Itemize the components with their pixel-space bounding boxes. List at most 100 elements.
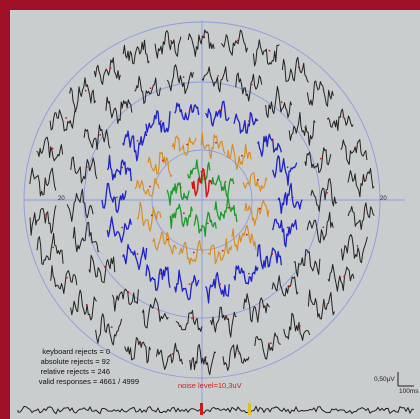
trace-ring-3 <box>145 264 171 291</box>
trace-peak-marker <box>188 109 191 112</box>
trace-peak-marker <box>121 107 123 109</box>
trace-ring-4 <box>83 124 111 151</box>
trace-ring-2 <box>207 237 233 265</box>
ring-label-right: 20 <box>380 196 387 202</box>
trace-peak-marker <box>203 36 206 39</box>
trace-ring-2 <box>244 199 270 226</box>
trace-peak-marker <box>270 342 272 344</box>
trace-peak-marker <box>110 326 113 328</box>
trace-peak-marker <box>343 275 345 278</box>
trace-ring-5 <box>307 289 335 320</box>
trace-peak-marker <box>304 126 307 129</box>
trace-peak-marker <box>66 277 68 279</box>
trace-ring-5 <box>340 139 368 165</box>
trace-ring-4 <box>175 310 203 332</box>
trace-ring-4 <box>201 66 229 93</box>
trace-peak-marker <box>219 109 222 112</box>
trace-peak-marker <box>157 309 160 311</box>
trace-ring-4 <box>304 147 332 173</box>
trace-ring-5 <box>254 332 281 360</box>
trace-ring-4 <box>243 293 270 323</box>
trace-peak-marker <box>227 206 230 209</box>
trace-ring-5 <box>154 30 182 59</box>
trace-ring-5 <box>283 312 311 341</box>
trace-peak-marker <box>109 67 112 70</box>
trace-ring-3 <box>204 100 230 127</box>
trace-peak-marker <box>292 196 294 199</box>
trace-ring-4 <box>271 275 299 297</box>
trace-ring-3 <box>205 271 230 304</box>
trace-peak-marker <box>258 207 261 210</box>
trace-ring-4 <box>111 288 139 312</box>
trace-ring-5 <box>252 39 280 67</box>
trace-ring-4 <box>66 188 94 222</box>
trace-ring-2 <box>152 231 178 255</box>
trace-ring-4 <box>265 85 293 118</box>
trace-ring-5 <box>326 108 354 131</box>
trace-ring-5 <box>29 167 57 197</box>
trace-ring-5 <box>221 29 248 56</box>
trace-peak-marker <box>248 272 250 275</box>
trace-ring-5 <box>29 205 57 236</box>
trace-ring-5 <box>340 234 368 264</box>
trace-ring-1 <box>187 159 211 185</box>
trace-peak-marker <box>191 317 194 320</box>
trace-peak-marker <box>116 196 118 199</box>
trace-peak-marker <box>205 356 207 359</box>
raw-signal-strip <box>17 403 414 415</box>
trace-ring-5 <box>36 136 64 162</box>
trace-peak-marker <box>322 88 325 91</box>
trace-peak-marker <box>298 325 301 328</box>
trace-ring-4 <box>141 297 169 329</box>
trace-peak-marker <box>139 342 142 345</box>
trace-peak-marker <box>149 87 152 89</box>
trace-peak-marker <box>203 178 206 181</box>
trace-peak-marker <box>121 166 124 169</box>
trace-peak-marker <box>363 178 366 181</box>
trace-ring-2 <box>226 143 252 170</box>
trace-ring-5 <box>122 39 150 65</box>
trace-ring-3 <box>101 182 127 214</box>
trace-ring-2 <box>134 178 160 197</box>
trace-ring-5 <box>50 265 78 294</box>
trace-ring-1 <box>166 182 190 206</box>
trace-peak-marker <box>323 302 326 305</box>
trace-peak-marker <box>320 157 322 160</box>
trace-peak-marker <box>149 185 151 188</box>
trace-peak-marker <box>182 76 185 78</box>
trace-peak-marker <box>166 238 169 241</box>
trace-peak-marker <box>150 214 153 217</box>
trace-ring-1 <box>214 195 238 223</box>
trace-ring-2 <box>242 172 268 192</box>
trace-ring-3 <box>256 133 283 157</box>
trace-peak-marker <box>342 115 345 118</box>
trace-ring-5 <box>49 109 77 132</box>
reject-marker-1 <box>200 403 203 415</box>
keyboard-rejects-stat: keyboard rejects = 0 <box>42 347 110 356</box>
trace-ring-4 <box>306 211 334 244</box>
trace-peak-marker <box>241 154 243 157</box>
trace-ring-5 <box>124 337 152 364</box>
trace-peak-marker <box>217 75 220 77</box>
trace-ring-5 <box>36 232 64 266</box>
trace-peak-marker <box>138 50 141 53</box>
trace-ring-3 <box>277 182 303 214</box>
trace-peak-marker <box>183 212 185 215</box>
scale-time-label: 100ms <box>399 388 419 395</box>
trace-ring-2 <box>171 135 197 156</box>
trace-array-plot: 20 20 <box>17 20 414 415</box>
trace-ring-4 <box>70 156 98 184</box>
trace-peak-marker <box>287 285 290 288</box>
trace-ring-3 <box>256 244 283 270</box>
trace-peak-marker <box>286 166 289 169</box>
trace-ring-2 <box>200 132 226 160</box>
trace-ring-5 <box>187 29 215 57</box>
reject-marker-2 <box>248 403 251 415</box>
trace-array <box>29 29 375 376</box>
trace-peak-marker <box>221 249 224 252</box>
trace-peak-marker <box>188 283 191 285</box>
trace-peak-marker <box>162 159 164 162</box>
trace-peak-marker <box>238 352 241 355</box>
trace-peak-marker <box>363 212 366 215</box>
scale-bar <box>397 372 414 387</box>
